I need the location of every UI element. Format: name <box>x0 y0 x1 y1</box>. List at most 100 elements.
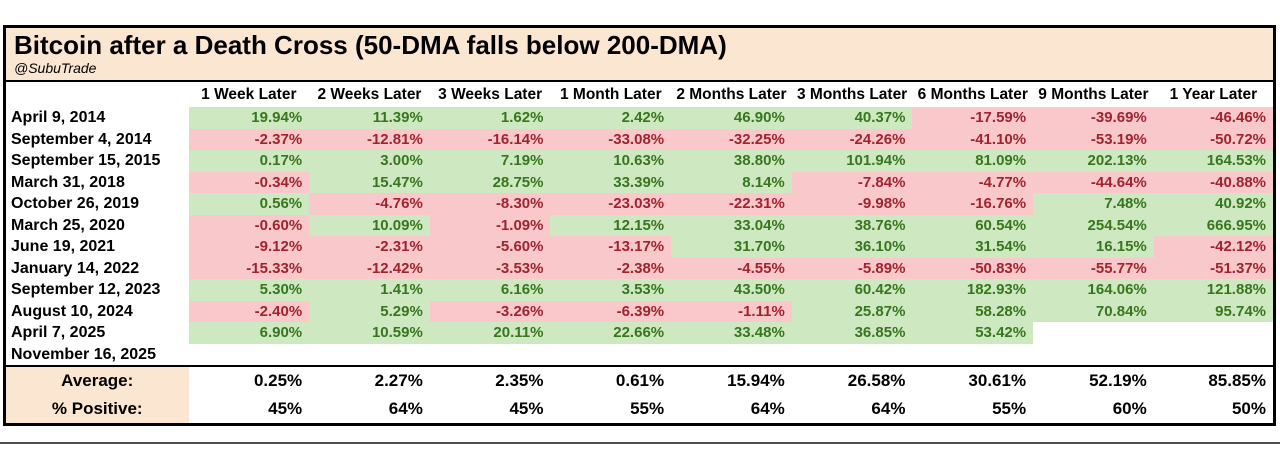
value-cell: 40.37% <box>791 107 913 129</box>
value-cell: -50.72% <box>1153 128 1275 150</box>
value-cell: -1.09% <box>429 214 551 236</box>
value-cell: -53.19% <box>1033 128 1154 150</box>
value-cell: -22.31% <box>671 193 792 215</box>
value-cell: -1.11% <box>671 300 792 322</box>
average-row-label: Average: <box>4 365 189 395</box>
value-cell: -40.88% <box>1153 171 1275 193</box>
value-cell: -4.77% <box>912 171 1034 193</box>
value-cell: 10.59% <box>309 322 430 344</box>
column-header-9: 1 Year Later <box>1153 81 1275 107</box>
value-cell: 164.53% <box>1153 150 1275 172</box>
date-cell: March 31, 2018 <box>4 171 189 193</box>
value-cell <box>1033 322 1154 344</box>
value-cell <box>1033 343 1154 366</box>
percent-positive-row-value: 64% <box>309 395 430 425</box>
table-row: January 14, 2022 -15.33% -12.42% -3.53% -2.3… <box>4 257 1275 279</box>
value-cell <box>550 343 672 366</box>
value-cell: 25.87% <box>791 300 913 322</box>
value-cell: -3.26% <box>429 300 551 322</box>
value-cell <box>1153 343 1275 366</box>
value-cell: -50.83% <box>912 257 1034 279</box>
value-cell <box>429 343 551 366</box>
value-cell: -4.76% <box>309 193 430 215</box>
value-cell: 20.11% <box>429 322 551 344</box>
value-cell: 164.06% <box>1033 279 1154 301</box>
value-cell: -0.60% <box>188 214 310 236</box>
value-cell: 1.41% <box>309 279 430 301</box>
table-row: September 15, 2015 0.17% 3.00% 7.19% 10.63% 3… <box>4 150 1275 172</box>
column-header-3: 3 Weeks Later <box>429 81 551 107</box>
date-cell: September 4, 2014 <box>4 128 189 150</box>
date-cell: March 25, 2020 <box>4 214 189 236</box>
value-cell: 666.95% <box>1153 214 1275 236</box>
date-cell: June 19, 2021 <box>4 236 189 258</box>
value-cell: 5.29% <box>309 300 430 322</box>
percent-positive-row-value: 45% <box>188 395 310 425</box>
value-cell: 36.10% <box>791 236 913 258</box>
value-cell: 15.47% <box>309 171 430 193</box>
value-cell: -7.84% <box>791 171 913 193</box>
value-cell: 58.28% <box>912 300 1034 322</box>
value-cell: -8.30% <box>429 193 551 215</box>
average-row-value: 52.19% <box>1033 365 1154 395</box>
bottom-frame-line <box>0 442 1280 444</box>
value-cell: 3.00% <box>309 150 430 172</box>
value-cell: 81.09% <box>912 150 1034 172</box>
value-cell: -39.69% <box>1033 107 1154 129</box>
percent-positive-row-value: 60% <box>1033 395 1154 425</box>
average-row-value: 85.85% <box>1153 365 1275 395</box>
date-cell: January 14, 2022 <box>4 257 189 279</box>
value-cell: 8.14% <box>671 171 792 193</box>
value-cell: 38.80% <box>671 150 792 172</box>
value-cell: 46.90% <box>671 107 792 129</box>
value-cell: -55.77% <box>1033 257 1154 279</box>
table-row: June 19, 2021 -9.12% -2.31% -5.60% -13.17% 31… <box>4 236 1275 258</box>
value-cell: 0.56% <box>188 193 310 215</box>
value-cell: -32.25% <box>671 128 792 150</box>
value-cell: -42.12% <box>1153 236 1275 258</box>
value-cell: 16.15% <box>1033 236 1154 258</box>
value-cell: 60.54% <box>912 214 1034 236</box>
value-cell: -15.33% <box>188 257 310 279</box>
value-cell: 36.85% <box>791 322 913 344</box>
value-cell: -16.76% <box>912 193 1034 215</box>
average-row-value: 26.58% <box>791 365 913 395</box>
table-subtitle: @SubuTrade <box>14 60 97 76</box>
value-cell: 0.17% <box>188 150 310 172</box>
value-cell: 3.53% <box>550 279 672 301</box>
percent-positive-row-value: 64% <box>791 395 913 425</box>
date-cell: October 26, 2019 <box>4 193 189 215</box>
column-header-6: 3 Months Later <box>791 81 913 107</box>
value-cell: -16.14% <box>429 128 551 150</box>
table-title: Bitcoin after a Death Cross (50-DMA fall… <box>14 30 727 60</box>
percent-positive-row-value: 55% <box>550 395 672 425</box>
column-header-1: 1 Week Later <box>188 81 310 107</box>
value-cell <box>671 343 792 366</box>
value-cell: 11.39% <box>309 107 430 129</box>
value-cell: -51.37% <box>1153 257 1275 279</box>
value-cell: 5.30% <box>188 279 310 301</box>
date-cell: April 9, 2014 <box>4 107 189 129</box>
value-cell: 6.90% <box>188 322 310 344</box>
value-cell: -9.12% <box>188 236 310 258</box>
value-cell: -3.53% <box>429 257 551 279</box>
column-header-4: 1 Month Later <box>550 81 672 107</box>
value-cell <box>1153 322 1275 344</box>
average-row-value: 30.61% <box>912 365 1034 395</box>
table-row: March 25, 2020 -0.60% 10.09% -1.09% 12.15% 33… <box>4 214 1275 236</box>
corner-cell <box>4 81 189 107</box>
value-cell <box>309 343 430 366</box>
value-cell <box>912 343 1034 366</box>
value-cell: 10.09% <box>309 214 430 236</box>
value-cell: 31.70% <box>671 236 792 258</box>
value-cell: -2.31% <box>309 236 430 258</box>
table-row: March 31, 2018 -0.34% 15.47% 28.75% 33.39% 8.… <box>4 171 1275 193</box>
value-cell: -12.42% <box>309 257 430 279</box>
column-header-2: 2 Weeks Later <box>309 81 430 107</box>
value-cell: -33.08% <box>550 128 672 150</box>
value-cell: -9.98% <box>791 193 913 215</box>
table-row: October 26, 2019 0.56% -4.76% -8.30% -23.03%… <box>4 193 1275 215</box>
average-row: Average: 0.25% 2.27% 2.35% 0.61% 15.94% 26.58%… <box>4 365 1275 395</box>
value-cell: 101.94% <box>791 150 913 172</box>
value-cell: 2.42% <box>550 107 672 129</box>
